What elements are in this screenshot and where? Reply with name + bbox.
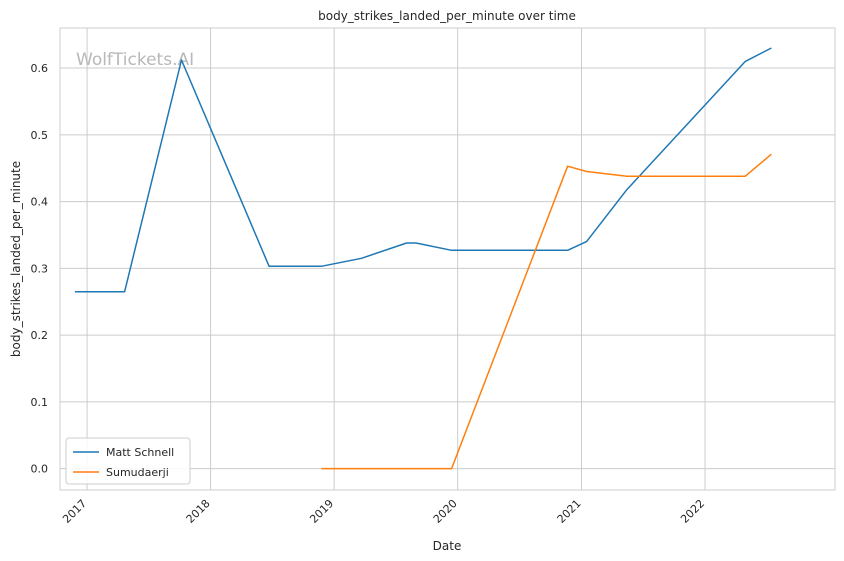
- series-layer: [74, 47, 772, 470]
- x-tick-label: 2020: [431, 497, 460, 526]
- series-line-1: [321, 153, 772, 470]
- x-axis-ticks: 2017 2018 2019 2020 2021 2022: [60, 497, 707, 526]
- y-tick-label: 0.3: [31, 262, 49, 275]
- legend-label: Sumudaerji: [106, 466, 169, 479]
- y-tick-label: 0.5: [31, 129, 49, 142]
- y-tick-label: 0.6: [31, 62, 49, 75]
- y-tick-label: 0.4: [31, 196, 49, 209]
- x-tick-label: 2021: [555, 497, 584, 526]
- plot-frame: [59, 27, 836, 491]
- legend: Matt Schnell Sumudaerji: [65, 437, 191, 485]
- y-tick-label: 0.2: [31, 329, 49, 342]
- x-tick-label: 2017: [60, 497, 89, 526]
- y-tick-label: 0.1: [31, 396, 49, 409]
- y-tick-label: 0.0: [31, 463, 49, 476]
- y-axis-ticks: 0.0 0.1 0.2 0.3 0.4 0.5 0.6: [31, 62, 49, 476]
- x-tick-label: 2022: [678, 497, 707, 526]
- y-axis-label: body_strikes_landed_per_minute: [9, 161, 23, 357]
- series-line-0: [74, 47, 772, 293]
- watermark: WolfTickets.AI: [76, 50, 194, 70]
- x-axis-label: Date: [433, 539, 462, 553]
- x-tick-label: 2018: [184, 497, 213, 526]
- legend-label: Matt Schnell: [106, 446, 174, 459]
- chart-title: body_strikes_landed_per_minute over time: [318, 9, 576, 23]
- x-tick-label: 2019: [307, 497, 336, 526]
- grid: [60, 28, 835, 490]
